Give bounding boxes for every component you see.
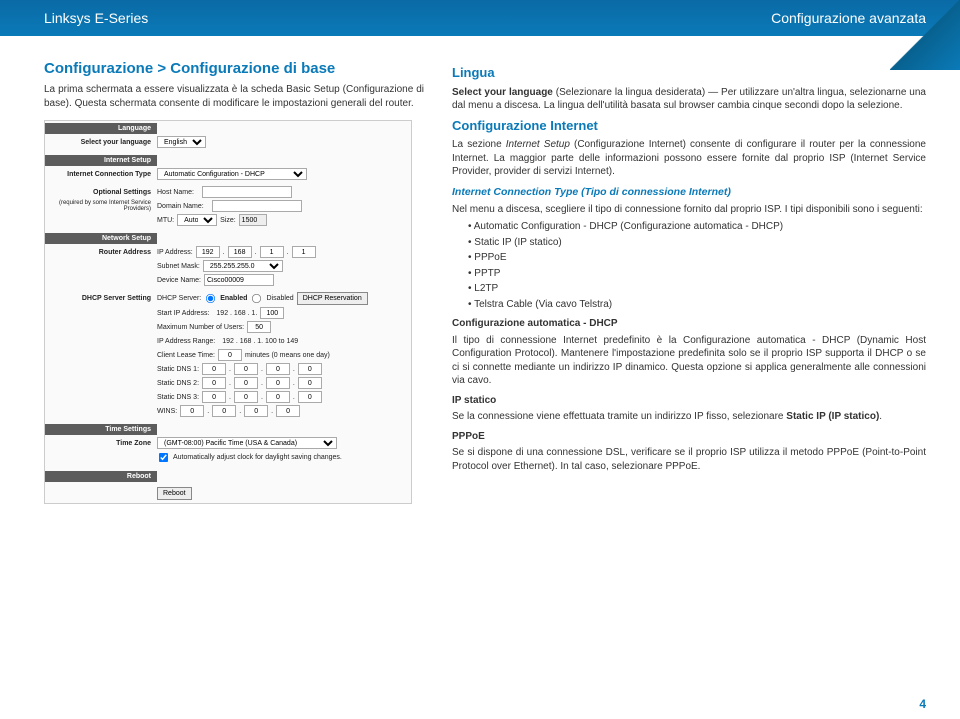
router-setup-screenshot: Language Select your language English In… xyxy=(44,120,412,504)
lbl-enabled: Enabled xyxy=(220,295,247,302)
max-users-input[interactable] xyxy=(247,321,271,333)
lbl-device: Device Name: xyxy=(157,277,201,284)
lbl-router-addr: Router Address xyxy=(45,249,157,256)
lbl-ip-range: IP Address Range: xyxy=(157,338,215,345)
lease-input[interactable] xyxy=(218,349,242,361)
dns2-b[interactable] xyxy=(234,377,258,389)
corner-fold xyxy=(890,0,960,70)
intro-text: La prima schermata a essere visualizzata… xyxy=(44,83,424,110)
h-pppoe: PPPoE xyxy=(452,430,926,444)
page-header: Linksys E-Series Configurazione avanzata xyxy=(0,0,960,36)
h-static: IP statico xyxy=(452,394,926,408)
li-l2tp: L2TP xyxy=(468,282,926,296)
lbl-optional: Optional Settings xyxy=(45,189,157,196)
ip-c[interactable] xyxy=(260,246,284,258)
li-pptp: PPTP xyxy=(468,267,926,281)
p-dhcp: Il tipo di connessione Internet predefin… xyxy=(452,334,926,388)
lbl-domainname: Domain Name: xyxy=(157,203,204,210)
sec-network: Network Setup xyxy=(45,233,157,244)
conn-type-list: Automatic Configuration - DHCP (Configur… xyxy=(452,220,926,311)
h-ict: Internet Connection Type (Tipo di connes… xyxy=(452,185,926,199)
lbl-hostname: Host Name: xyxy=(157,189,194,196)
dhcp-disabled-radio[interactable] xyxy=(252,294,261,303)
lbl-tz: Time Zone xyxy=(45,440,157,447)
li-telstra: Telstra Cable (Via cavo Telstra) xyxy=(468,298,926,312)
dns1-d[interactable] xyxy=(298,363,322,375)
mtu-mode-select[interactable]: Auto xyxy=(177,214,217,226)
dns2-a[interactable] xyxy=(202,377,226,389)
ip-range-value: 192 . 168 . 1. 100 to 149 xyxy=(218,338,298,345)
ip-a[interactable] xyxy=(196,246,220,258)
lbl-optional2: (required by some Internet Service Provi… xyxy=(45,200,157,212)
p-conf-int: La sezione Internet Setup (Configurazion… xyxy=(452,138,926,179)
li-static: Static IP (IP statico) xyxy=(468,236,926,250)
li-pppoe: PPPoE xyxy=(468,251,926,265)
p-ict: Nel menu a discesa, scegliere il tipo di… xyxy=(452,203,926,217)
lease-suffix: minutes (0 means one day) xyxy=(245,352,330,359)
conn-type-select[interactable]: Automatic Configuration - DHCP xyxy=(157,168,307,180)
sec-reboot: Reboot xyxy=(45,471,157,482)
dst-checkbox[interactable] xyxy=(159,453,168,462)
lbl-dhcp-setting: DHCP Server Setting xyxy=(45,295,157,302)
lbl-select-lang: Select your language xyxy=(45,139,157,146)
ip-b[interactable] xyxy=(228,246,252,258)
lbl-disabled: Disabled xyxy=(266,295,293,302)
lbl-size: Size: xyxy=(220,217,236,224)
lbl-start-ip: Start IP Address: xyxy=(157,310,209,317)
lbl-max-users: Maximum Number of Users: xyxy=(157,324,244,331)
lbl-wins: WINS: xyxy=(157,408,177,415)
subnet-select[interactable]: 255.255.255.0 xyxy=(203,260,283,272)
page-number: 4 xyxy=(919,697,926,711)
lbl-ip: IP Address: xyxy=(157,249,193,256)
lbl-dhcp-server: DHCP Server: xyxy=(157,295,201,302)
h-conf-int: Configurazione Internet xyxy=(452,117,926,135)
mtu-size-input[interactable] xyxy=(239,214,267,226)
dns2-c[interactable] xyxy=(266,377,290,389)
dns1-a[interactable] xyxy=(202,363,226,375)
wins-c[interactable] xyxy=(244,405,268,417)
p-static: Se la connessione viene effettuata trami… xyxy=(452,410,926,424)
lbl-lease: Client Lease Time: xyxy=(157,352,215,359)
sec-language: Language xyxy=(45,123,157,134)
start-ip-prefix: 192 . 168 . 1. xyxy=(212,310,257,317)
dns2-d[interactable] xyxy=(298,377,322,389)
dns3-d[interactable] xyxy=(298,391,322,403)
lbl-dns3: Static DNS 3: xyxy=(157,394,199,401)
dns1-b[interactable] xyxy=(234,363,258,375)
sec-internet: Internet Setup xyxy=(45,155,157,166)
lbl-dst: Automatically adjust clock for daylight … xyxy=(173,454,342,461)
header-left: Linksys E-Series xyxy=(44,10,148,26)
dhcp-reservation-button[interactable]: DHCP Reservation xyxy=(297,292,368,305)
language-select[interactable]: English xyxy=(157,136,206,148)
timezone-select[interactable]: (GMT-08:00) Pacific Time (USA & Canada) xyxy=(157,437,337,449)
p-pppoe: Se si dispone di una connessione DSL, ve… xyxy=(452,446,926,473)
dns3-c[interactable] xyxy=(266,391,290,403)
wins-b[interactable] xyxy=(212,405,236,417)
domainname-input[interactable] xyxy=(212,200,302,212)
reboot-button[interactable]: Reboot xyxy=(157,487,192,500)
lbl-subnet: Subnet Mask: xyxy=(157,263,200,270)
dhcp-enabled-radio[interactable] xyxy=(206,294,215,303)
start-ip-last[interactable] xyxy=(260,307,284,319)
dns3-b[interactable] xyxy=(234,391,258,403)
dns3-a[interactable] xyxy=(202,391,226,403)
h-dhcp: Configurazione automatica - DHCP xyxy=(452,317,926,331)
h-lingua: Lingua xyxy=(452,64,926,82)
lbl-dns1: Static DNS 1: xyxy=(157,366,199,373)
wins-d[interactable] xyxy=(276,405,300,417)
lbl-mtu: MTU: xyxy=(157,217,174,224)
p-lingua: Select your language (Selezionare la lin… xyxy=(452,86,926,113)
lbl-dns2: Static DNS 2: xyxy=(157,380,199,387)
hostname-input[interactable] xyxy=(202,186,292,198)
breadcrumb: Configurazione > Configurazione di base xyxy=(44,60,424,77)
device-name-input[interactable] xyxy=(204,274,274,286)
li-dhcp: Automatic Configuration - DHCP (Configur… xyxy=(468,220,926,234)
wins-a[interactable] xyxy=(180,405,204,417)
dns1-c[interactable] xyxy=(266,363,290,375)
sec-time: Time Settings xyxy=(45,424,157,435)
ip-d[interactable] xyxy=(292,246,316,258)
lbl-conn-type: Internet Connection Type xyxy=(45,171,157,178)
